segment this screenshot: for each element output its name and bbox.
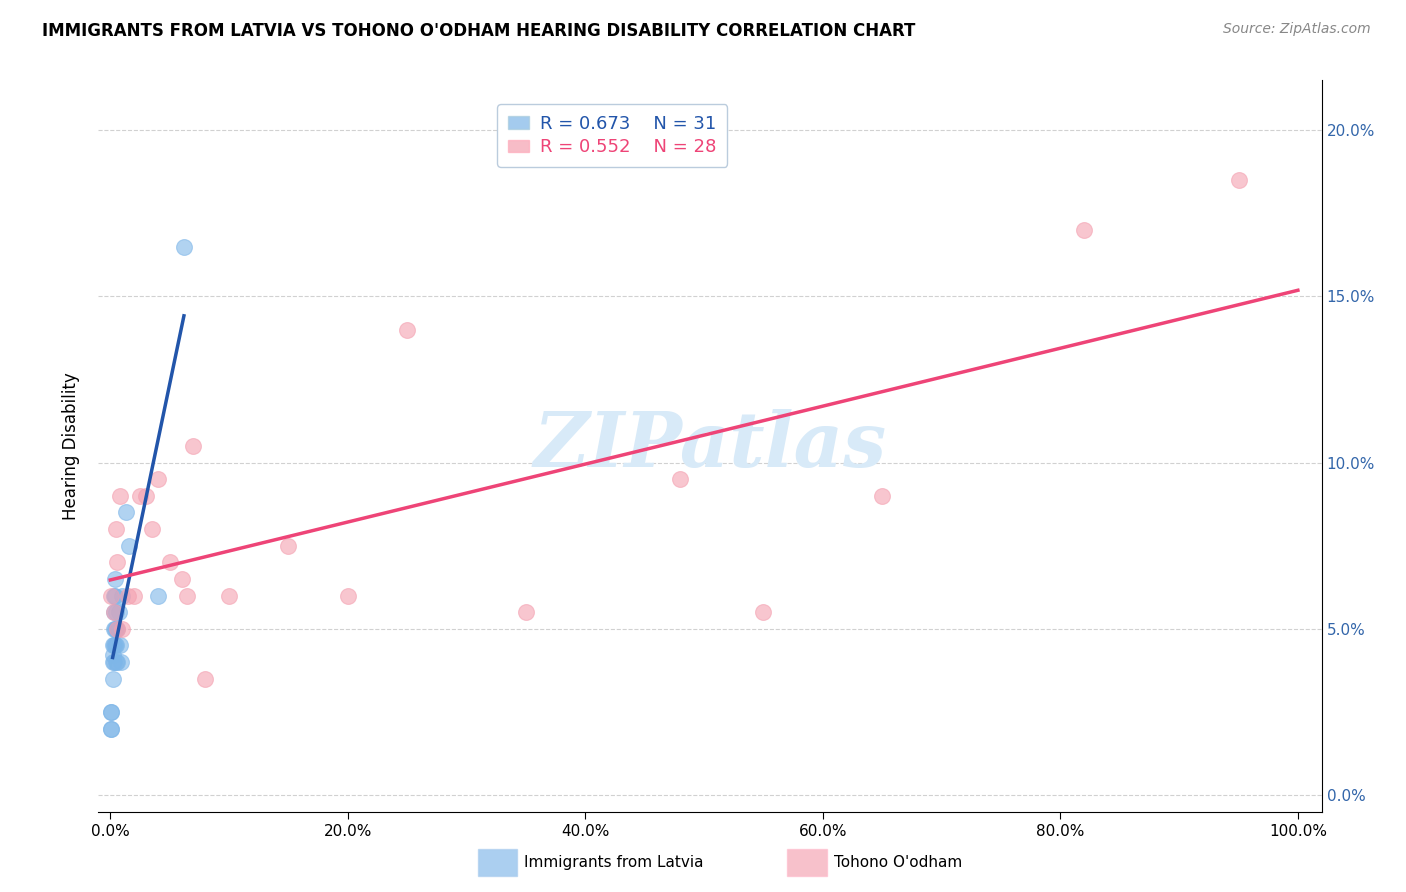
Point xyxy=(173,239,195,253)
Point xyxy=(277,539,299,553)
Point xyxy=(135,489,157,503)
Point xyxy=(103,639,125,653)
Point xyxy=(111,622,134,636)
Point xyxy=(101,672,124,686)
Point xyxy=(1073,223,1095,237)
Point xyxy=(105,622,128,636)
Point xyxy=(105,639,128,653)
Point xyxy=(122,589,145,603)
Text: Source: ZipAtlas.com: Source: ZipAtlas.com xyxy=(1223,22,1371,37)
Point xyxy=(1227,173,1250,187)
Point xyxy=(108,489,131,503)
Point xyxy=(107,605,129,619)
Point xyxy=(108,639,131,653)
Point xyxy=(170,572,193,586)
Point xyxy=(141,522,163,536)
Point xyxy=(100,705,122,719)
Point xyxy=(105,605,128,619)
Point xyxy=(101,655,124,669)
Point xyxy=(129,489,152,503)
Point xyxy=(107,622,129,636)
Point xyxy=(752,605,775,619)
Y-axis label: Hearing Disability: Hearing Disability xyxy=(62,372,80,520)
Point xyxy=(103,605,125,619)
Point xyxy=(104,639,127,653)
Point xyxy=(103,655,125,669)
Text: ZIPatlas: ZIPatlas xyxy=(533,409,887,483)
Point xyxy=(117,589,139,603)
Point xyxy=(194,672,217,686)
Point xyxy=(103,589,125,603)
Point xyxy=(100,722,122,736)
Point xyxy=(110,655,132,669)
Point xyxy=(515,605,537,619)
Point xyxy=(104,622,127,636)
Point xyxy=(103,622,125,636)
Point xyxy=(100,722,122,736)
Point xyxy=(183,439,205,453)
Point xyxy=(669,472,692,486)
Point xyxy=(105,655,128,669)
Point xyxy=(104,572,127,586)
Point xyxy=(870,489,893,503)
Point xyxy=(114,506,136,520)
Point xyxy=(111,589,134,603)
Point xyxy=(100,705,122,719)
Point xyxy=(101,648,124,663)
Point xyxy=(105,522,128,536)
Point xyxy=(146,472,169,486)
Point xyxy=(218,589,240,603)
Point xyxy=(101,639,124,653)
Legend: R = 0.673    N = 31, R = 0.552    N = 28: R = 0.673 N = 31, R = 0.552 N = 28 xyxy=(496,104,727,167)
Text: Tohono O'odham: Tohono O'odham xyxy=(834,855,962,870)
Point xyxy=(100,589,122,603)
Point xyxy=(396,323,419,337)
Point xyxy=(159,555,181,569)
Point xyxy=(146,589,169,603)
Point xyxy=(107,555,129,569)
Point xyxy=(103,605,125,619)
Text: IMMIGRANTS FROM LATVIA VS TOHONO O'ODHAM HEARING DISABILITY CORRELATION CHART: IMMIGRANTS FROM LATVIA VS TOHONO O'ODHAM… xyxy=(42,22,915,40)
Point xyxy=(176,589,198,603)
Text: Immigrants from Latvia: Immigrants from Latvia xyxy=(524,855,704,870)
Point xyxy=(336,589,359,603)
Point xyxy=(107,655,129,669)
Point xyxy=(104,589,127,603)
Point xyxy=(118,539,141,553)
Point xyxy=(107,622,129,636)
